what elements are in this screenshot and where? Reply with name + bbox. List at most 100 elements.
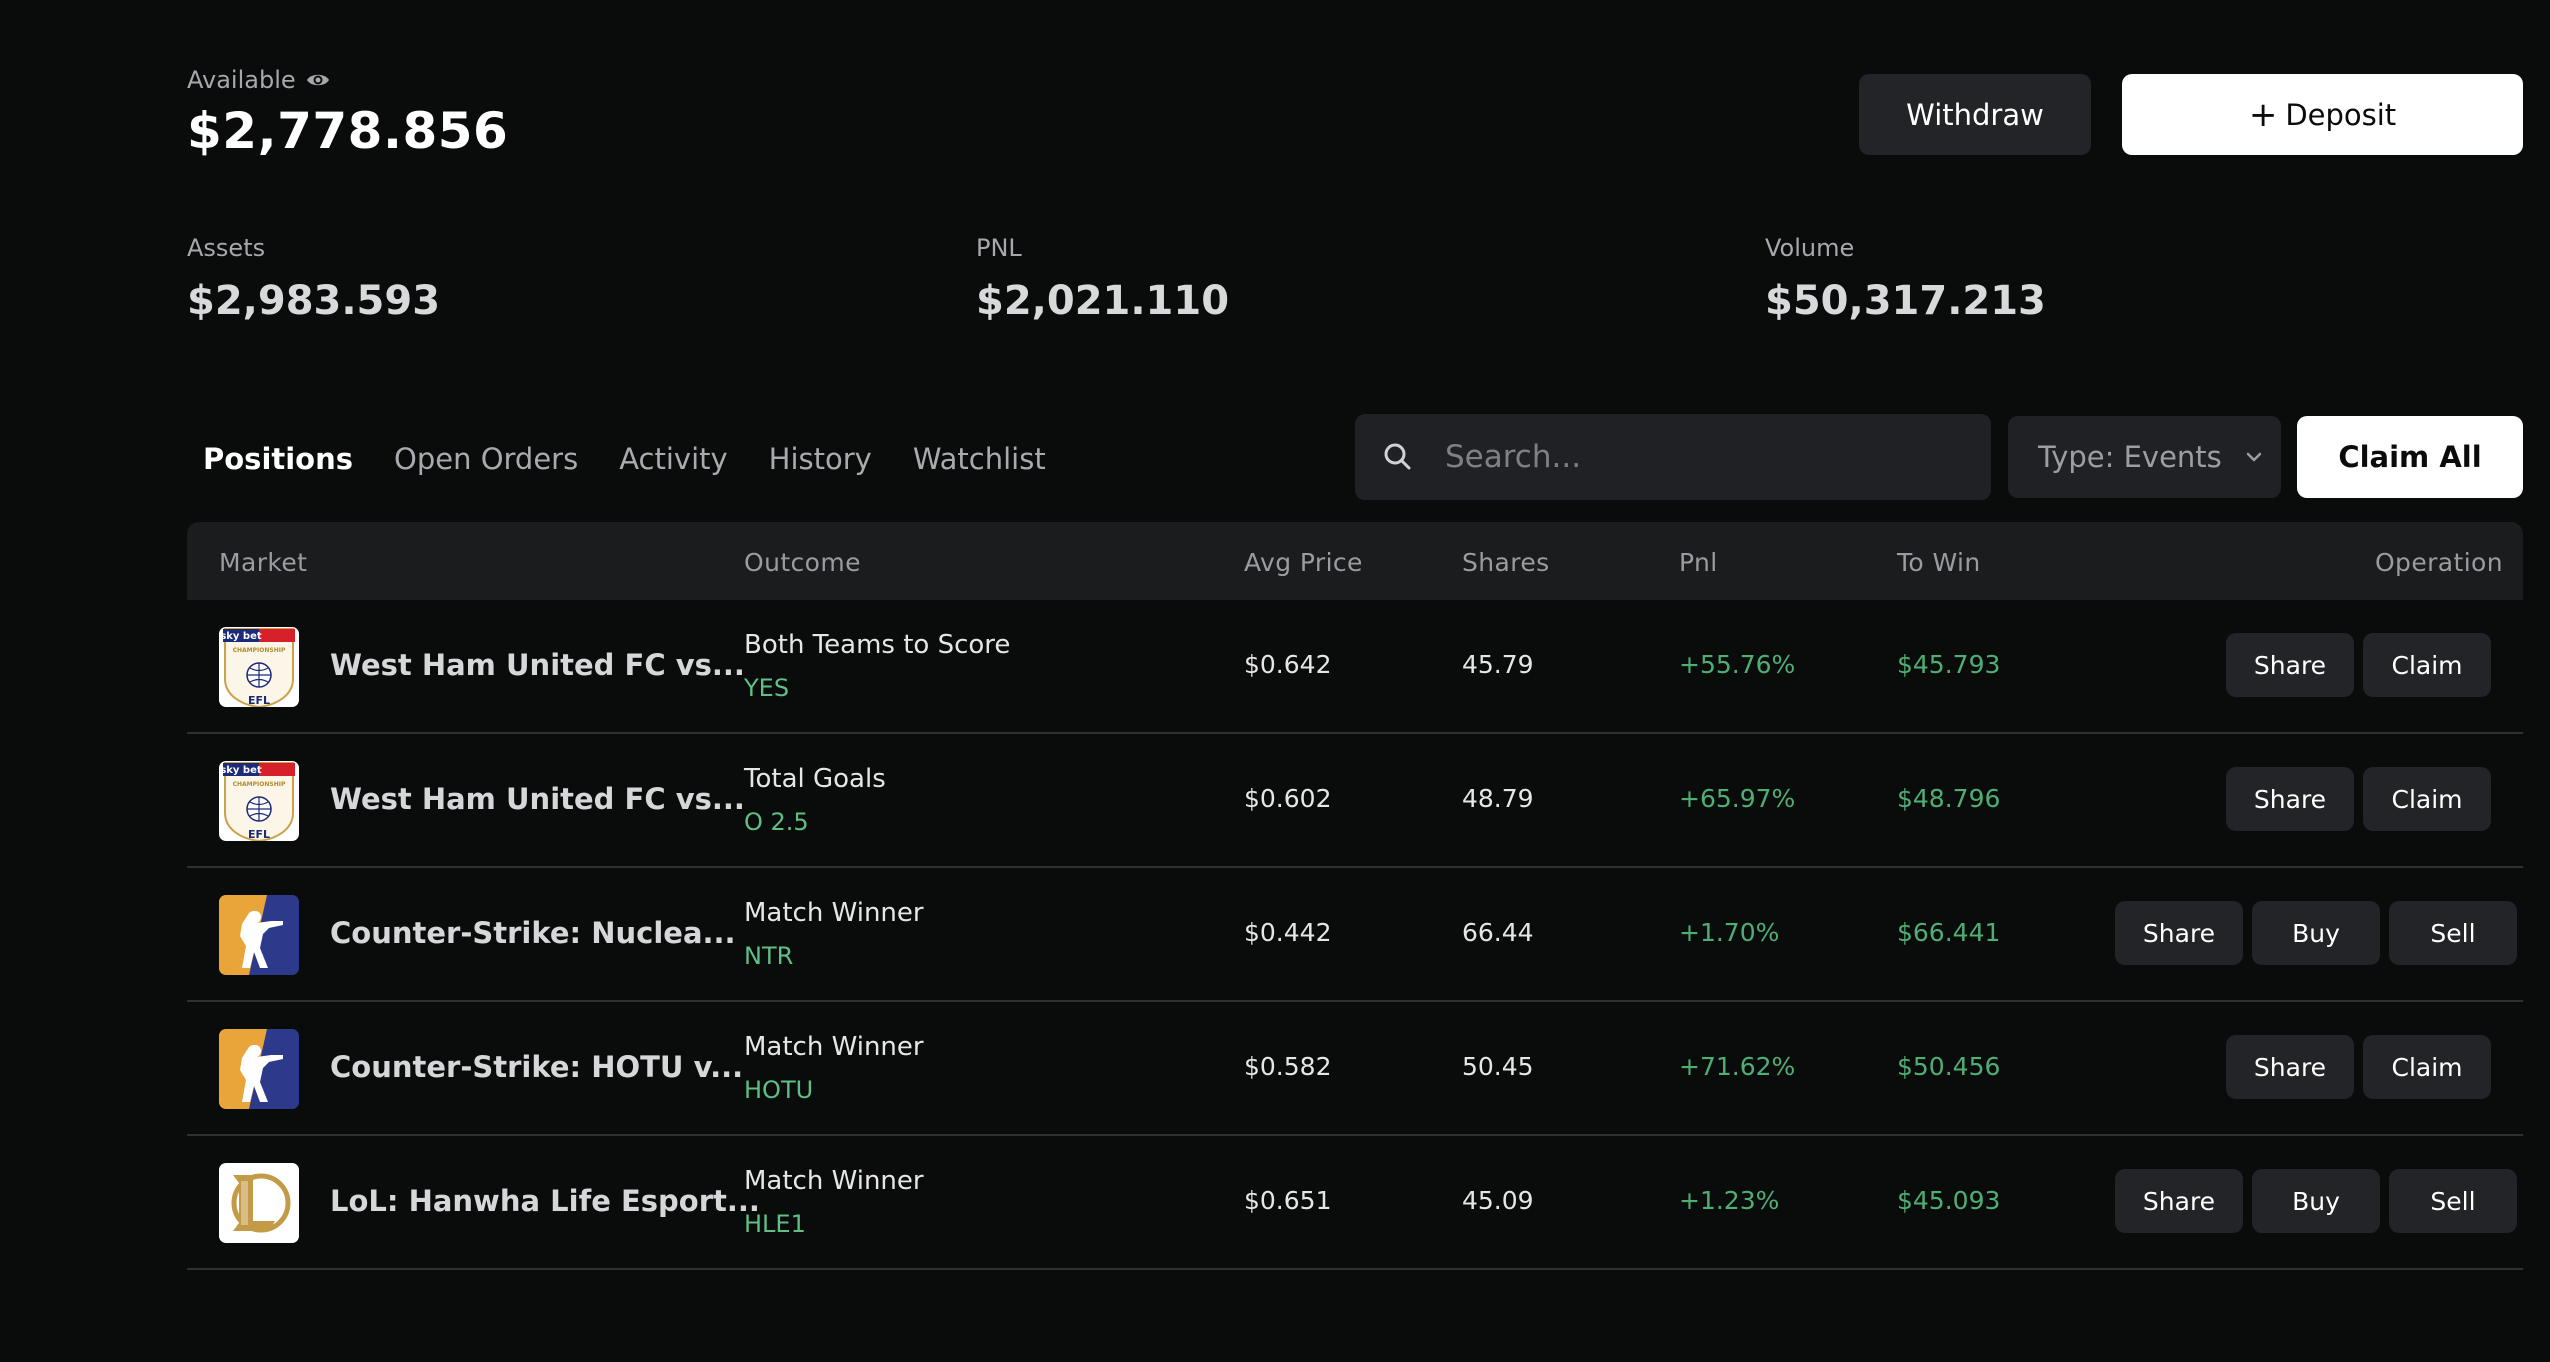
available-balance: $2,778.856 — [187, 102, 509, 160]
claim-button[interactable]: Claim — [2363, 1035, 2491, 1099]
sell-button[interactable]: Sell — [2389, 1169, 2517, 1233]
search-box — [1355, 414, 1991, 500]
avg-price: $0.582 — [1244, 1052, 1332, 1081]
avg-price: $0.642 — [1244, 650, 1332, 679]
market-name[interactable]: LoL: Hanwha Life Esport... — [330, 1184, 760, 1218]
shares: 50.45 — [1462, 1052, 1534, 1081]
type-filter-dropdown[interactable]: Type: Events — [2008, 416, 2281, 498]
pnl: +71.62% — [1679, 1052, 1796, 1081]
stat-label: PNL — [976, 234, 1022, 262]
deposit-button[interactable]: + Deposit — [2122, 74, 2523, 155]
to-win: $66.441 — [1897, 918, 2001, 947]
column-header-operation: Operation — [2374, 548, 2503, 577]
search-icon — [1381, 440, 1415, 474]
league-of-legends-logo — [219, 1163, 299, 1243]
column-header-pnl: Pnl — [1679, 548, 1718, 577]
championship-text: CHAMPIONSHIP — [233, 647, 286, 654]
buy-button[interactable]: Buy — [2252, 901, 2380, 965]
tab-open-orders[interactable]: Open Orders — [394, 442, 579, 476]
to-win: $45.093 — [1897, 1186, 2001, 1215]
search-input[interactable] — [1445, 439, 1965, 475]
share-button[interactable]: Share — [2115, 1169, 2243, 1233]
share-button[interactable]: Share — [2226, 767, 2354, 831]
stat-label: Volume — [1765, 234, 1855, 262]
to-win: $45.793 — [1897, 650, 2001, 679]
column-header-to-win: To Win — [1897, 548, 1981, 577]
shares: 45.09 — [1462, 1186, 1534, 1215]
efl-text: EFL — [248, 694, 270, 707]
market-name[interactable]: West Ham United FC vs... — [330, 782, 745, 816]
table-header: Market Outcome Avg Price Shares Pnl To W… — [187, 522, 2523, 600]
operation-buttons: Share Buy Sell — [2115, 1169, 2517, 1233]
pnl: +1.70% — [1679, 918, 1780, 947]
eye-icon[interactable] — [305, 67, 331, 93]
outcome-value: NTR — [744, 942, 794, 970]
shares: 45.79 — [1462, 650, 1534, 679]
positions-table: Market Outcome Avg Price Shares Pnl To W… — [187, 522, 2523, 1270]
table-row: LoL: Hanwha Life Esport... Match Winner … — [187, 1136, 2523, 1270]
shares: 66.44 — [1462, 918, 1534, 947]
operation-buttons: Share Claim — [2226, 1035, 2491, 1099]
column-header-avg-price: Avg Price — [1244, 548, 1363, 577]
outcome-title: Match Winner — [744, 1166, 924, 1196]
market-name[interactable]: Counter-Strike: Nuclea... — [330, 916, 736, 950]
efl-text: EFL — [248, 828, 270, 841]
stat-pnl: PNL $2,021.110 — [976, 234, 1229, 324]
counter-strike-logo — [219, 1029, 299, 1109]
efl-championship-logo: sky bet CHAMPIONSHIP EFL — [219, 627, 299, 707]
sky-text: sky bet — [220, 631, 262, 642]
column-header-shares: Shares — [1462, 548, 1550, 577]
market-name[interactable]: Counter-Strike: HOTU v... — [330, 1050, 744, 1084]
pnl: +65.97% — [1679, 784, 1796, 813]
share-button[interactable]: Share — [2226, 633, 2354, 697]
operation-buttons: Share Claim — [2226, 767, 2491, 831]
column-header-outcome: Outcome — [744, 548, 861, 577]
stat-volume: Volume $50,317.213 — [1765, 234, 2046, 324]
outcome-value: HOTU — [744, 1076, 814, 1104]
avg-price: $0.602 — [1244, 784, 1332, 813]
pnl: +55.76% — [1679, 650, 1796, 679]
shares: 48.79 — [1462, 784, 1534, 813]
championship-text: CHAMPIONSHIP — [233, 781, 286, 788]
stat-label: Assets — [187, 234, 266, 262]
tab-history[interactable]: History — [768, 442, 872, 476]
tab-positions[interactable]: Positions — [203, 442, 354, 476]
stat-value: $50,317.213 — [1765, 278, 2046, 324]
available-label: Available — [187, 66, 296, 94]
operation-buttons: Share Buy Sell — [2115, 901, 2517, 965]
tab-watchlist[interactable]: Watchlist — [912, 442, 1046, 476]
table-row: Counter-Strike: HOTU v... Match Winner H… — [187, 1002, 2523, 1136]
type-filter-label: Type: Events — [2038, 440, 2222, 474]
avg-price: $0.442 — [1244, 918, 1332, 947]
outcome-value: HLE1 — [744, 1210, 806, 1238]
table-row: Counter-Strike: Nuclea... Match Winner N… — [187, 868, 2523, 1002]
share-button[interactable]: Share — [2226, 1035, 2354, 1099]
to-win: $50.456 — [1897, 1052, 2001, 1081]
claim-button[interactable]: Claim — [2363, 633, 2491, 697]
deposit-label: Deposit — [2285, 97, 2397, 132]
claim-button[interactable]: Claim — [2363, 767, 2491, 831]
outcome-title: Match Winner — [744, 898, 924, 928]
outcome-title: Match Winner — [744, 1032, 924, 1062]
pnl: +1.23% — [1679, 1186, 1780, 1215]
sell-button[interactable]: Sell — [2389, 901, 2517, 965]
claim-all-button[interactable]: Claim All — [2297, 416, 2523, 498]
table-row: sky bet CHAMPIONSHIP EFL West Ham United… — [187, 600, 2523, 734]
plus-icon: + — [2248, 94, 2278, 135]
efl-championship-logo: sky bet CHAMPIONSHIP EFL — [219, 761, 299, 841]
avg-price: $0.651 — [1244, 1186, 1332, 1215]
operation-buttons: Share Claim — [2226, 633, 2491, 697]
stat-value: $2,983.593 — [187, 278, 441, 324]
tab-activity[interactable]: Activity — [619, 442, 728, 476]
outcome-title: Both Teams to Score — [744, 630, 1011, 660]
market-name[interactable]: West Ham United FC vs... — [330, 648, 745, 682]
outcome-value: YES — [744, 674, 790, 702]
buy-button[interactable]: Buy — [2252, 1169, 2380, 1233]
available-section: Available — [187, 66, 331, 94]
stat-assets: Assets $2,983.593 — [187, 234, 440, 324]
share-button[interactable]: Share — [2115, 901, 2243, 965]
sky-text: sky bet — [220, 765, 262, 776]
withdraw-button[interactable]: Withdraw — [1859, 74, 2091, 155]
chevron-down-icon — [2244, 447, 2264, 467]
